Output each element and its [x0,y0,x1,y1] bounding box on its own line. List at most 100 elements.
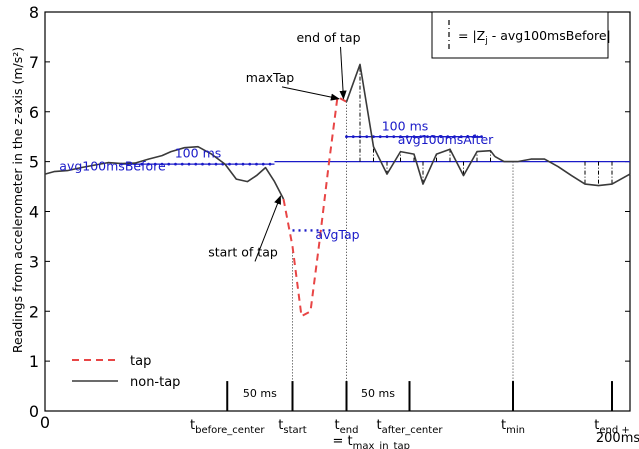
average-label: avg100msAfter [398,132,494,147]
timeline-label: tmin [501,418,525,436]
avg-window-sample [234,162,238,166]
annotation-arrow [281,86,340,101]
avg-window-sample [378,135,382,139]
timeline-extra-sub: max_in_tap [353,441,410,449]
avg-window-sample [459,135,463,139]
avg-window-sample [385,135,389,139]
avg-window-sample [194,162,198,166]
series-non-tap [345,63,496,185]
timeline-extra-label-2: 200ms [596,431,639,446]
avg-window-sample [207,162,211,166]
avg-window-sample [153,162,157,166]
y-axis-label: Readings from accelerometer in the z-axi… [10,47,25,353]
formula-legend-text: = |Z [458,28,485,43]
annotation-label: end of tap [296,30,360,45]
avg-window-sample [268,162,272,166]
avg-window-sample [372,135,375,139]
formula-legend-label: = |Zj - avg100msBefore| [458,28,611,46]
y-tick-label: 0 [29,402,39,421]
avg-window-sample [241,162,245,166]
y-tick-label: 1 [29,352,39,371]
avg-window-sample [439,135,443,139]
range-label: 100 ms [175,146,222,161]
avg-window-sample [419,135,423,139]
timeline-label-sub: end + [599,425,629,436]
timeline-label-sub: min [506,425,525,436]
timeline-label-sub: before_center [195,425,265,436]
series-non-tap [44,145,285,200]
formula-legend-rest: - avg100msBefore| [488,28,611,43]
timeline-label: tafter_center [377,418,444,436]
avg-window-sample [412,135,416,139]
avg-window-sample [365,135,369,139]
timeline-extra-main: = t [333,434,353,449]
y-tick-label: 5 [29,153,39,172]
y-tick-label: 4 [29,203,39,222]
timeline-label: tstart [278,418,306,436]
avg-window-sample [351,135,355,139]
formula-legend: = |Zj - avg100msBefore| [431,11,611,59]
timeline-label-main: t [594,418,599,433]
avg-window-sample [453,135,456,139]
timeline-label-main: t [377,418,382,433]
timeline-label-sub: end [340,425,359,436]
timeline-label: tend [335,418,359,436]
avg-window-sample [473,135,477,139]
avg-window-sample [187,162,191,166]
avg-window-sample [426,135,429,139]
avg-window-sample [405,135,409,139]
avg-window-sample [180,162,184,166]
timeline-span-label: 50 ms [361,387,395,400]
avg-window-sample [345,135,348,139]
avg-window-sample [432,135,436,139]
avg-window-sample [201,162,204,166]
formula-legend-subscript: j [484,36,488,46]
avg-window-sample [160,162,164,166]
avg-window-sample [392,135,396,139]
legend-label-non-tap: non-tap [130,375,180,390]
y-tick-label: 3 [29,252,39,271]
timeline-label-main: t [501,418,506,433]
legend-label-tap: tap [130,354,151,369]
avg-window-sample [446,135,450,139]
plot-area: 0 1 2 3 4 5 6 7 8 0 end of tap maxTap start of tap 10… [29,3,639,449]
timeline-label: tbefore_center [190,418,265,436]
timeline-extra-label: = tmax_in_tap [333,434,410,449]
avg-window-sample [248,162,252,166]
timeline-label-main: t [278,418,283,433]
formula-legend-box [431,11,609,59]
range-label: 100 ms [382,119,429,134]
y-tick-label: 7 [29,53,39,72]
timeline-label-main: t [190,418,195,433]
timeline-label: tend + [594,418,630,436]
avg-window-sample [480,135,483,139]
x-tick-label: 0 [40,413,50,432]
avg-window-sample [255,162,258,166]
annotation-label: maxTap [246,70,294,85]
annotation-arrow [339,46,347,100]
timeline-label-sub: start [283,425,306,436]
avg-window-sample [167,162,171,166]
series-non-tap [494,155,631,187]
series-legend: tap non-tap [72,354,180,390]
avg-window-sample [466,135,470,139]
timeline-span-label: 50 ms [243,387,277,400]
average-label: avgTap [315,227,359,242]
y-tick-label: 6 [29,103,39,122]
y-tick-label: 8 [29,3,39,22]
avg-window-sample [174,162,177,166]
avg-window-sample [140,162,144,166]
y-tick-label: 2 [29,302,39,321]
avg-window-sample [147,162,150,166]
average-label: avg100msBefore [59,159,166,174]
annotation-arrow [254,195,281,262]
annotation-label: start of tap [208,244,278,259]
avg-window-sample [214,162,218,166]
avg-window-sample [399,135,402,139]
avg-window-sample [228,162,231,166]
avg-window-sample [261,162,265,166]
timeline-label-main: t [335,418,340,433]
timeline-label-sub: after_center [382,425,444,436]
